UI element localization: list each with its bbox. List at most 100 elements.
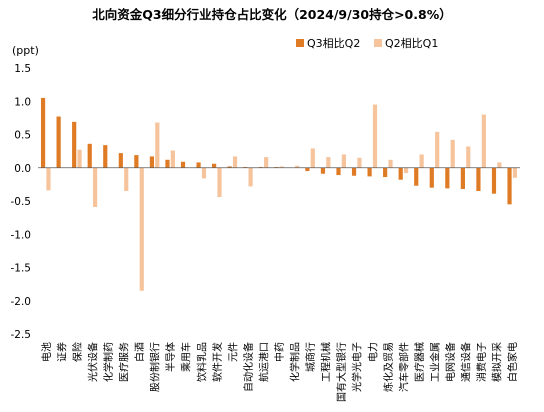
x-tick-label: 化学制品 bbox=[289, 342, 302, 382]
x-tick-label: 元件 bbox=[227, 342, 239, 362]
bar-q2-19 bbox=[341, 154, 346, 168]
y-tick-label: -1.5 bbox=[11, 263, 32, 275]
legend-label-q3: Q3相比Q2 bbox=[307, 37, 361, 50]
x-tick-label: 股份制银行 bbox=[149, 342, 162, 392]
y-tick-label: 0.0 bbox=[14, 163, 31, 175]
bar-q3-12 bbox=[227, 166, 232, 168]
x-tick-label: 半导体 bbox=[164, 342, 177, 372]
bar-q2-5 bbox=[124, 167, 129, 192]
bar-q2-18 bbox=[326, 157, 331, 168]
x-tick-label: 证券 bbox=[55, 342, 68, 362]
x-tick-label: 工程机械 bbox=[320, 342, 333, 382]
y-tick-label: -0.5 bbox=[11, 196, 32, 208]
bar-q3-22 bbox=[383, 167, 388, 178]
bar-q3-0 bbox=[40, 97, 46, 168]
legend-item-q3: Q3相比Q2 bbox=[296, 35, 360, 51]
bar-q2-20 bbox=[357, 157, 362, 168]
x-tick-label: 白色家电 bbox=[506, 342, 519, 382]
bar-q2-21 bbox=[372, 104, 378, 168]
bar-q2-3 bbox=[93, 167, 98, 207]
bar-q3-18 bbox=[320, 167, 326, 174]
x-tick-label: 饮料乳品 bbox=[195, 342, 208, 382]
y-tick-label: -2.5 bbox=[11, 329, 32, 341]
bar-q3-9 bbox=[180, 161, 186, 168]
bar-q2-23 bbox=[403, 167, 409, 174]
x-tick-label: 模拟开采 bbox=[491, 342, 504, 382]
bar-q3-3 bbox=[87, 143, 92, 168]
bar-q2-2 bbox=[77, 149, 82, 168]
y-tick-label: 0.5 bbox=[14, 130, 31, 142]
x-tick-label: 自动化设备 bbox=[242, 342, 255, 392]
bar-q2-13 bbox=[248, 167, 253, 187]
bar-q2-14 bbox=[264, 157, 269, 168]
bar-q2-12 bbox=[232, 156, 238, 168]
y-axis-unit: (ppt) bbox=[12, 44, 39, 57]
bar-q2-16 bbox=[295, 165, 300, 168]
bar-q2-10 bbox=[201, 167, 207, 179]
x-tick-label: 乘用车 bbox=[180, 342, 193, 372]
bar-q2-28 bbox=[481, 114, 486, 168]
x-tick-label: 通信设备 bbox=[460, 342, 473, 382]
bar-q3-5 bbox=[118, 153, 123, 168]
bar-q3-4 bbox=[103, 145, 108, 168]
bar-q2-29 bbox=[497, 162, 502, 168]
y-tick-label: 1.5 bbox=[14, 63, 31, 75]
bar-q3-8 bbox=[165, 159, 170, 168]
bar-q3-25 bbox=[429, 167, 434, 188]
bar-q3-10 bbox=[196, 162, 201, 168]
bar-q2-24 bbox=[419, 154, 424, 168]
bar-q3-24 bbox=[414, 167, 419, 186]
x-tick-label: 中药 bbox=[273, 342, 286, 362]
y-tick-label: 1.0 bbox=[14, 96, 31, 108]
bar-q2-8 bbox=[170, 150, 175, 168]
x-tick-label: 白酒 bbox=[133, 342, 146, 362]
bar-q3-7 bbox=[149, 156, 155, 168]
x-tick-label: 光学光电子 bbox=[351, 342, 364, 392]
legend-label-q2: Q2相比Q1 bbox=[385, 37, 439, 50]
bar-q3-21 bbox=[367, 167, 372, 177]
x-tick-label: 工业金属 bbox=[428, 342, 441, 382]
bar-q3-6 bbox=[134, 155, 139, 168]
bar-q3-27 bbox=[460, 167, 465, 190]
bar-q3-19 bbox=[336, 167, 341, 176]
y-tick-label: -1.0 bbox=[11, 229, 32, 241]
x-tick-label: 炼化及贸易 bbox=[382, 342, 395, 392]
bar-q3-17 bbox=[305, 167, 310, 172]
bar-q2-15 bbox=[279, 166, 284, 168]
bar-q3-23 bbox=[398, 167, 403, 180]
x-tick-label: 国有大型银行 bbox=[335, 342, 348, 402]
bar-q2-25 bbox=[435, 131, 440, 168]
bar-q3-1 bbox=[56, 116, 61, 168]
bar-q3-2 bbox=[72, 121, 77, 168]
x-tick-label: 电力 bbox=[366, 342, 379, 362]
legend-item-q2: Q2相比Q1 bbox=[374, 35, 438, 51]
x-tick-label: 汽车零部件 bbox=[397, 342, 410, 392]
bar-q2-26 bbox=[450, 139, 455, 168]
x-tick-label: 城商行 bbox=[304, 342, 317, 372]
x-tick-label: 医疗器械 bbox=[413, 342, 426, 382]
bar-q2-22 bbox=[388, 159, 393, 168]
x-tick-label: 保险 bbox=[71, 342, 84, 362]
y-tick-label: -2.0 bbox=[11, 296, 32, 308]
x-tick-label: 电池 bbox=[40, 342, 53, 362]
bar-q3-20 bbox=[351, 167, 357, 176]
x-tick-label: 医疗服务 bbox=[118, 342, 131, 382]
bar-q3-26 bbox=[445, 167, 450, 189]
bar-q2-30 bbox=[512, 167, 518, 178]
legend-swatch-q3 bbox=[296, 39, 304, 47]
bar-q3-28 bbox=[476, 167, 481, 192]
bar-q2-27 bbox=[466, 146, 471, 168]
x-tick-label: 软件开发 bbox=[211, 342, 224, 382]
x-tick-label: 航运港口 bbox=[257, 342, 270, 382]
x-tick-label: 电网设备 bbox=[444, 342, 457, 382]
bar-q2-17 bbox=[310, 148, 315, 168]
bar-q2-11 bbox=[217, 167, 222, 198]
bar-q2-0 bbox=[46, 167, 51, 191]
bar-q3-30 bbox=[507, 167, 512, 205]
chart-title: 北向资金Q3细分行业持仓占比变化（2024/9/30持仓>0.8%） bbox=[92, 7, 452, 22]
legend-swatch-q2 bbox=[374, 39, 382, 47]
bar-q3-29 bbox=[491, 167, 497, 194]
bar-q2-7 bbox=[155, 122, 160, 168]
x-tick-label: 光伏设备 bbox=[86, 342, 99, 382]
